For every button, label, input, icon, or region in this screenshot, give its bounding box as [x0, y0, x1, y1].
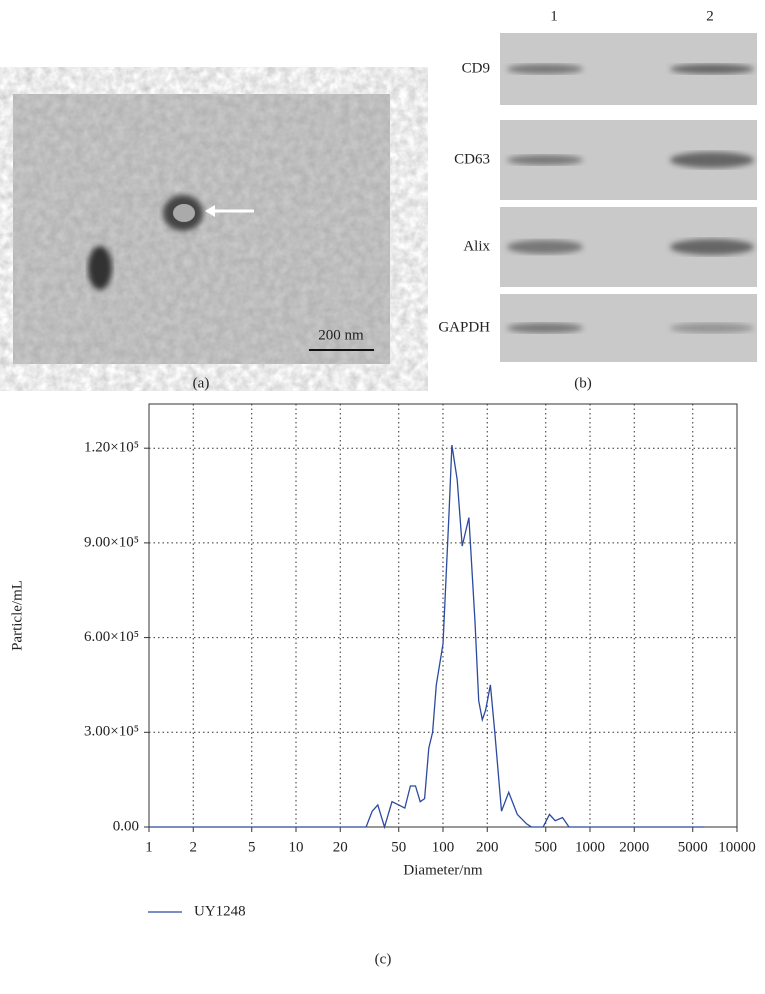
- x-tick-label: 20: [333, 839, 348, 855]
- panel-label: (b): [574, 375, 592, 391]
- lane-label: 1: [550, 8, 558, 24]
- dark-spot: [88, 246, 112, 290]
- y-axis-title: Particle/mL: [9, 580, 25, 651]
- legend-label: UY1248: [194, 903, 246, 919]
- x-tick-label: 10000: [718, 839, 756, 855]
- band: [507, 323, 583, 333]
- x-tick-label: 10: [289, 839, 304, 855]
- chart: 1 2 5 10 20 50 100 200 500 1000 2000 5000 10000 0.00 3…: [9, 403, 756, 919]
- band: [507, 240, 583, 254]
- band: [507, 64, 583, 74]
- blots: CD9 CD63 Alix GAPDH: [438, 33, 757, 362]
- row-label: CD63: [454, 151, 490, 167]
- y-tick-label: 9.00×10⁵: [84, 534, 139, 550]
- band: [670, 64, 754, 74]
- arrowhead: [205, 205, 215, 217]
- x-tick-label: 1000: [575, 839, 605, 855]
- tem-texture: [13, 94, 390, 364]
- y-tick-label: 6.00×10⁵: [84, 629, 139, 645]
- y-tick-label: 1.20×10⁵: [84, 440, 139, 456]
- panel-label: (c): [375, 951, 392, 967]
- row-label: CD9: [462, 60, 490, 76]
- x-tick-label: 5: [248, 839, 256, 855]
- lane-label: 2: [706, 8, 714, 24]
- panel-label: (a): [193, 375, 210, 391]
- band: [507, 155, 583, 165]
- plot-frame: [148, 403, 738, 828]
- row-label: GAPDH: [438, 319, 490, 335]
- x-tick-label: 50: [391, 839, 406, 855]
- x-tick-label: 200: [476, 839, 499, 855]
- data-line: [149, 444, 705, 830]
- vesicle-core: [173, 204, 195, 222]
- scale-label: 200 nm: [318, 327, 364, 343]
- band: [670, 239, 754, 255]
- x-tick-label: 5000: [678, 839, 708, 855]
- band: [670, 152, 754, 168]
- x-tick-label: 2000: [619, 839, 649, 855]
- band: [670, 323, 754, 333]
- x-tick-label: 2: [190, 839, 198, 855]
- x-tick-label: 1: [145, 839, 153, 855]
- y-tick-label: 3.00×10⁵: [84, 724, 139, 740]
- y-tick-label: 0.00: [113, 818, 139, 834]
- x-tick-label: 100: [432, 839, 455, 855]
- row-label: Alix: [463, 238, 490, 254]
- x-tick-label: 500: [534, 839, 557, 855]
- x-axis-title: Diameter/nm: [403, 862, 482, 878]
